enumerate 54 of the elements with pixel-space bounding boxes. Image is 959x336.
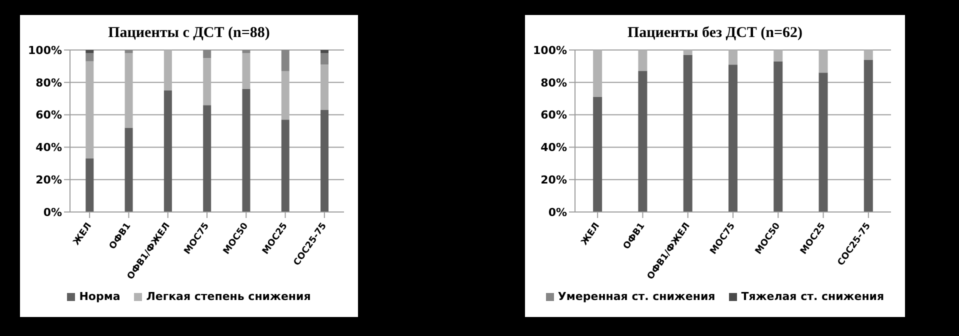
legend-label: Норма xyxy=(78,290,120,303)
y-tick-label: 80% xyxy=(540,76,567,90)
legend-label: Умеренная ст. снижения xyxy=(556,290,716,303)
bar xyxy=(774,50,783,62)
bar xyxy=(728,50,738,65)
bar xyxy=(728,64,738,212)
bar xyxy=(164,90,172,212)
bar xyxy=(86,50,94,54)
y-tick-label: 60% xyxy=(36,108,62,122)
y-tick-label: 80% xyxy=(36,76,62,90)
bar xyxy=(124,53,133,128)
y-tick-label: 40% xyxy=(36,141,62,154)
bar xyxy=(818,50,828,73)
bar xyxy=(124,128,133,212)
y-tick-label: 0% xyxy=(548,206,567,219)
bar xyxy=(203,58,212,106)
bar xyxy=(818,72,828,212)
y-tick-label: 40% xyxy=(540,141,567,154)
bar xyxy=(164,50,172,90)
bar xyxy=(683,54,692,212)
bar xyxy=(86,53,94,62)
bar xyxy=(281,120,290,212)
legend-label: Легкая степень снижения xyxy=(145,290,311,303)
y-tick-label: 100% xyxy=(533,44,567,57)
bar xyxy=(320,64,329,110)
y-tick-label: 20% xyxy=(36,174,62,187)
bar xyxy=(203,105,212,212)
y-tick-label: 20% xyxy=(540,174,567,187)
bar xyxy=(638,50,648,72)
bar xyxy=(242,50,250,54)
bar xyxy=(593,50,602,97)
bar xyxy=(320,110,329,212)
y-tick-label: 0% xyxy=(43,206,62,219)
y-tick-label: 60% xyxy=(540,108,567,122)
bar xyxy=(774,61,783,212)
bar xyxy=(242,53,250,89)
bar xyxy=(320,50,329,54)
legend-label: Тяжелая ст. снижения xyxy=(740,290,884,303)
bar xyxy=(864,50,873,60)
y-tick-label: 100% xyxy=(28,44,62,57)
bar xyxy=(683,50,692,55)
bar xyxy=(864,60,873,212)
bar xyxy=(281,50,290,72)
chart-title: Пациенты с ДСТ (n=88) xyxy=(107,25,271,42)
bar xyxy=(242,88,250,212)
bar xyxy=(593,96,602,212)
bar xyxy=(86,61,94,159)
bar xyxy=(124,50,133,54)
bar xyxy=(281,71,290,120)
bar xyxy=(86,158,94,212)
chart-title: Пациенты без ДСТ (n=62) xyxy=(626,25,804,42)
bar xyxy=(638,71,648,212)
bar xyxy=(203,50,212,58)
bar xyxy=(320,53,329,65)
